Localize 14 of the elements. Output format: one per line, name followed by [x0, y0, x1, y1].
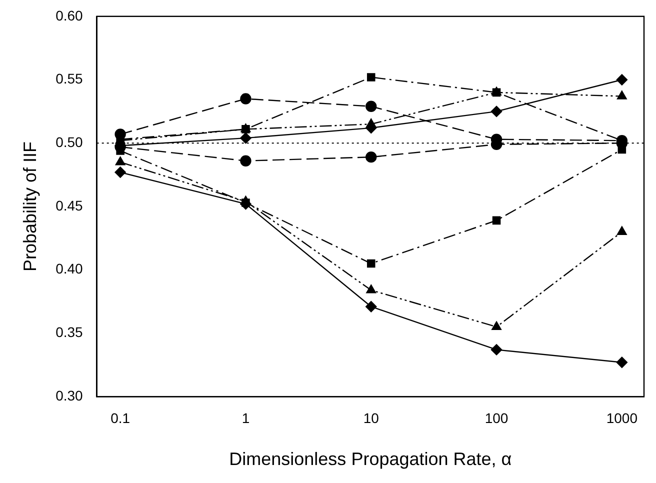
y-tick-label: 0.50: [56, 134, 84, 150]
x-tick-label: 1: [242, 410, 250, 426]
x-axis-title: Dimensionless Propagation Rate, α: [229, 449, 512, 470]
y-axis-title: Probability of IIF: [20, 141, 40, 272]
x-tick-label: 10: [363, 410, 380, 426]
y-tick-label: 0.40: [56, 260, 84, 277]
y-tick-label: 0.60: [56, 7, 84, 24]
x-tick-label: 1000: [606, 410, 638, 426]
y-tick-label: 0.35: [56, 324, 84, 340]
x-tick-label: 0.1: [110, 410, 130, 426]
y-tick-label: 0.45: [56, 197, 84, 214]
y-tick-label: 0.30: [56, 387, 84, 404]
y-tick-label: 0.55: [56, 70, 84, 87]
x-tick-label: 100: [484, 410, 508, 426]
